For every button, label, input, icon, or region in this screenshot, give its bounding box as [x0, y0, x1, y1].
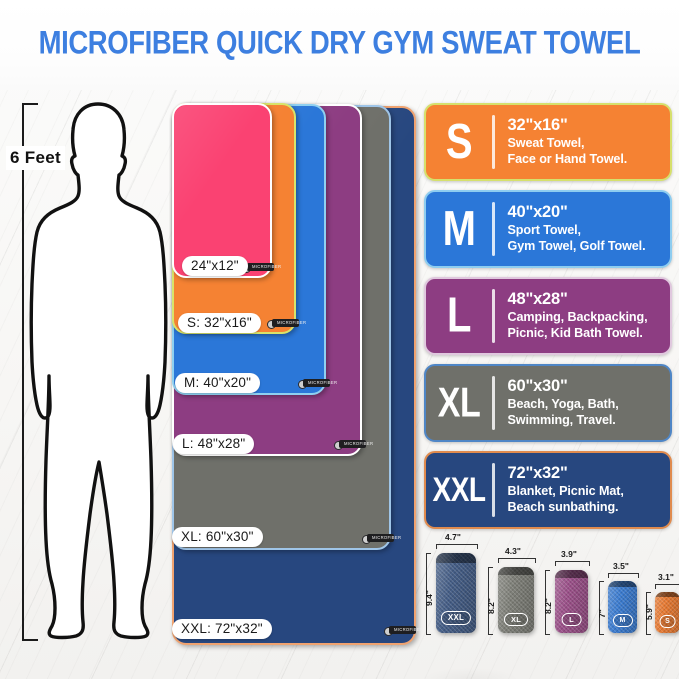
pouch-width-bracket-l [555, 561, 590, 566]
legend-use-line2-s: Face or Hand Towel. [507, 152, 628, 167]
towel-label-s: S: 32"x16" [178, 313, 261, 333]
pouch-width-xl: 4.3" [505, 546, 521, 556]
legend-use-line2-xl: Swimming, Travel. [507, 413, 616, 428]
clip-tag-text: MICROFIBER [394, 627, 424, 632]
towel-stack-diagram: MICROFIBER MICROFIBER MICROFIBER MICROFI… [172, 103, 423, 645]
legend-use-line2-xxl: Beach sunbathing. [507, 500, 619, 515]
pouch-width-m: 3.5" [613, 561, 629, 571]
clip-tag-text: MICROFIBER [252, 264, 282, 269]
pouch-width-s: 3.1" [658, 572, 674, 582]
clip-tag-text: MICROFIBER [344, 441, 374, 446]
legend-dimensions-m: 40"x20" [507, 203, 568, 222]
legend-divider [492, 289, 495, 343]
clip-tag-icon-xl: MICROFIBER [362, 534, 401, 544]
height-scale-bar [22, 103, 38, 641]
rolled-pouch-row: XXL 4.7" 9.4" XL 4.3" 8.2" L 3.9" 8.2" M… [418, 530, 679, 679]
legend-use-line1-l: Camping, Backpacking, [507, 309, 648, 324]
legend-dimensions-l: 48"x28" [507, 290, 568, 309]
legend-size-xl: XL [437, 379, 481, 426]
clip-tag-icon-xxl: MICROFIBER [384, 626, 423, 636]
pouch-width-xxl: 4.7" [445, 532, 461, 542]
towel-label-l: L: 48"x28" [173, 434, 255, 454]
legend-size-s: S [445, 114, 473, 169]
legend-card-xl[interactable]: XL 60"x30" Beach, Yoga, Bath, Swimming, … [424, 364, 672, 442]
pouch-height-s: 5.9" [644, 604, 654, 620]
towel-layer-pink[interactable] [172, 103, 272, 278]
pouch-width-bracket-s [655, 584, 679, 589]
legend-info-xxl: 72"x32" Blanket, Picnic Mat, Beach sunba… [495, 464, 624, 516]
legend-use-line2-l: Picnic, Kid Bath Towel. [507, 326, 643, 341]
legend-card-l[interactable]: L 48"x28" Camping, Backpacking, Picnic, … [424, 277, 672, 355]
legend-size-xxl: XXL [432, 470, 486, 509]
towel-label-xxl: XXL: 72"x32" [172, 619, 272, 639]
towel-label-xl: XL: 60"x30" [172, 527, 263, 547]
pouch-m[interactable]: M [608, 581, 637, 633]
pouch-height-bracket-m [599, 581, 604, 635]
pouch-badge-m: M [612, 614, 633, 627]
legend-info-xl: 60"x30" Beach, Yoga, Bath, Swimming, Tra… [495, 377, 619, 429]
legend-card-m[interactable]: M 40"x20" Sport Towel, Gym Towel, Golf T… [424, 190, 672, 268]
pouch-width-bracket-xxl [436, 544, 478, 549]
legend-dimensions-xxl: 72"x32" [507, 464, 568, 483]
clip-tag-text: MICROFIBER [308, 380, 338, 385]
pouch-xxl[interactable]: XXL [436, 553, 476, 633]
scale-tick-top [22, 103, 38, 105]
pouch-height-bracket-l [545, 570, 550, 635]
human-silhouette [26, 100, 176, 643]
pouch-height-bracket-xxl [426, 553, 431, 635]
pouch-badge-xl: XL [504, 612, 528, 626]
legend-info-s: 32"x16" Sweat Towel, Face or Hand Towel. [495, 116, 628, 168]
legend-divider [492, 202, 495, 256]
pouch-s[interactable]: S [655, 592, 679, 633]
towel-label-pink: 24"x12" [182, 256, 248, 276]
scale-label: 6 Feet [6, 146, 65, 170]
towel-label-m: M: 40"x20" [175, 373, 261, 393]
scale-tick-bottom [22, 639, 38, 641]
legend-use-line1-m: Sport Towel, [507, 222, 582, 237]
legend-divider [492, 376, 495, 430]
pouch-width-bracket-xl [498, 558, 536, 563]
legend-divider [492, 463, 495, 517]
pouch-height-bracket-s [646, 592, 651, 635]
pouch-l[interactable]: L [555, 570, 588, 633]
clip-tag-text: MICROFIBER [372, 535, 402, 540]
pouch-xl[interactable]: XL [498, 567, 534, 633]
legend-info-l: 48"x28" Camping, Backpacking, Picnic, Ki… [495, 290, 648, 342]
pouch-badge-s: S [659, 615, 676, 628]
legend-card-xxl[interactable]: XXL 72"x32" Blanket, Picnic Mat, Beach s… [424, 451, 672, 529]
legend-use-line1-xxl: Blanket, Picnic Mat, [507, 483, 624, 498]
page-title: MICROFIBER QUICK DRY GYM SWEAT TOWEL [38, 24, 641, 61]
legend-size-l: L [447, 288, 471, 343]
legend-card-s[interactable]: S 32"x16" Sweat Towel, Face or Hand Towe… [424, 103, 672, 181]
pouch-height-l: 8.2" [543, 598, 553, 614]
legend-use-line2-m: Gym Towel, Golf Towel. [507, 239, 646, 254]
clip-tag-icon-l: MICROFIBER [334, 440, 373, 450]
legend-size-m: M [442, 201, 476, 256]
pouch-height-xl: 8.2" [486, 598, 496, 614]
legend-info-m: 40"x20" Sport Towel, Gym Towel, Golf Tow… [495, 203, 646, 255]
scale-vertical-line [22, 103, 24, 641]
size-legend-list: S 32"x16" Sweat Towel, Face or Hand Towe… [424, 103, 672, 538]
pouch-height-bracket-xl [488, 567, 493, 635]
clip-tag-icon-s: MICROFIBER [267, 319, 306, 329]
legend-dimensions-xl: 60"x30" [507, 377, 568, 396]
pouch-badge-l: L [561, 612, 582, 626]
pouch-width-l: 3.9" [561, 549, 577, 559]
pouch-height-m: 7" [597, 609, 607, 618]
clip-tag-icon-m: MICROFIBER [298, 379, 337, 389]
clip-tag-text: MICROFIBER [277, 320, 307, 325]
header-background [0, 0, 679, 90]
pouch-width-bracket-m [608, 573, 639, 578]
legend-divider [492, 115, 495, 169]
legend-dimensions-s: 32"x16" [507, 116, 568, 135]
pouch-height-xxl: 9.4" [424, 590, 434, 606]
legend-use-line1-xl: Beach, Yoga, Bath, [507, 396, 619, 411]
pouch-badge-xxl: XXL [440, 610, 472, 625]
legend-use-line1-s: Sweat Towel, [507, 135, 585, 150]
